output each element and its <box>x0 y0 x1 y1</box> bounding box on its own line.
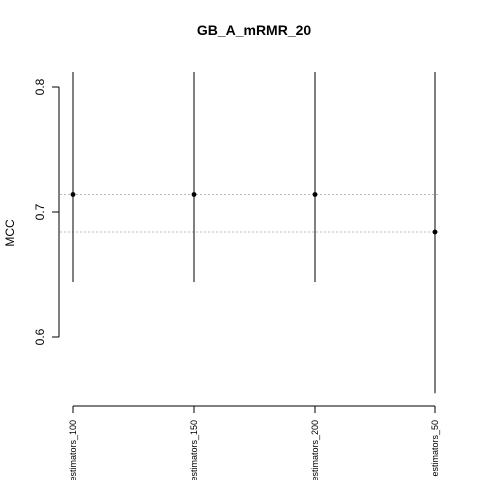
y-tick-label-0.8: 0.8 <box>33 78 47 95</box>
data-point-estimators_150 <box>191 192 197 197</box>
x-tick-label-estimators_50: estimators_50 <box>430 420 440 477</box>
data-point-estimators_50 <box>432 229 438 235</box>
chart-title: GB_A_mRMR_20 <box>197 22 312 38</box>
error-bars <box>72 72 436 394</box>
data-points <box>70 192 438 235</box>
x-tick-label-estimators_200: estimators_200 <box>310 420 320 480</box>
y-axis-label: MCC <box>3 219 17 247</box>
x-tick-label-estimators_100: estimators_100 <box>68 420 78 480</box>
data-point-estimators_200 <box>312 192 318 197</box>
data-point-estimators_100 <box>70 192 76 197</box>
y-axis: 0.6 0.7 0.8 <box>33 78 60 345</box>
x-axis: estimators_100 estimators_150 estimators_2… <box>68 405 440 480</box>
y-tick-label-0.7: 0.7 <box>33 203 47 220</box>
x-tick-label-estimators_150: estimators_150 <box>189 420 199 480</box>
y-tick-label-0.6: 0.6 <box>33 328 47 345</box>
reference-lines <box>60 194 440 233</box>
